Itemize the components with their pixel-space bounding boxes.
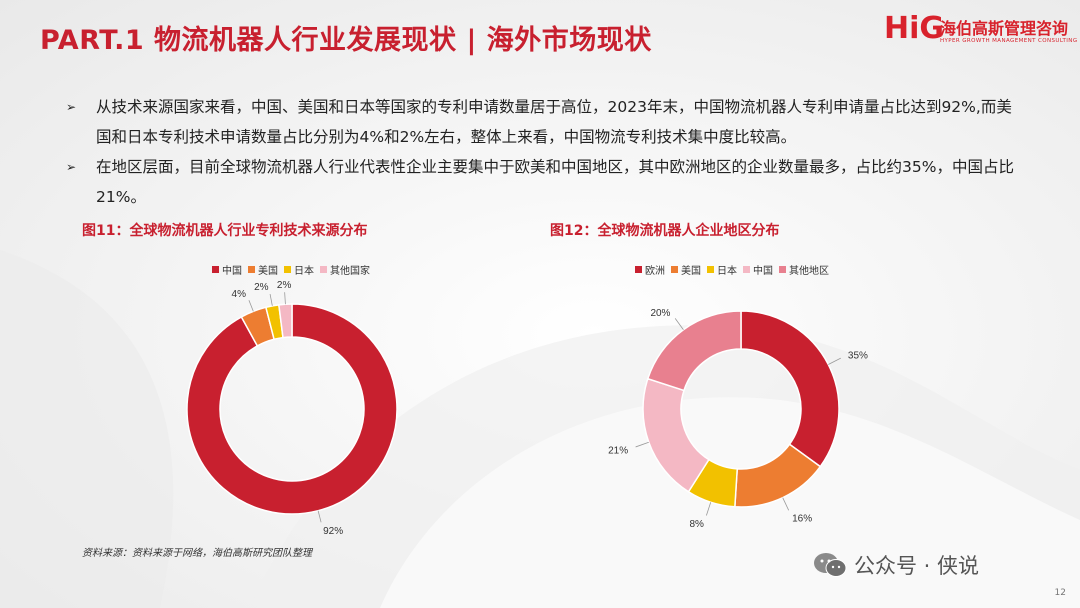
chart1-legend: 中国 美国 日本 其他国家 [212,262,370,277]
donut-slice [642,377,710,493]
bullet-text: 从技术来源国家来看，中国、美国和日本等国家的专利申请数量居于高位，2023年末，… [96,98,1012,146]
legend-swatch [212,266,219,273]
bullet-marker-icon: ➢ [66,160,77,174]
chart2-title: 图12：全球物流机器人企业地区分布 [550,223,780,239]
legend-label: 其他国家 [330,266,370,277]
page-title: PART.1 物流机器人行业发展现状 | 海外市场现状 [40,25,652,56]
legend-label: 欧洲 [645,266,665,277]
donut-slice [646,310,742,392]
donut-slice [740,310,840,468]
data-label: 4% [232,289,247,300]
data-label: 20% [650,308,670,319]
logo-name-cn: 海伯高斯管理咨询 [940,19,1069,38]
label-leader-line [317,510,322,523]
label-leader-line [284,292,286,305]
legend-label: 美国 [681,266,701,277]
legend-label: 美国 [258,266,278,277]
bullet-item: ➢ 从技术来源国家来看，中国、美国和日本等国家的专利申请数量居于高位，2023年… [66,92,1026,152]
chart1-title: 图11：全球物流机器人行业专利技术来源分布 [82,223,368,239]
bullet-text: 在地区层面，目前全球物流机器人行业代表性企业主要集中于欧美和中国地区，其中欧洲地… [96,158,1014,206]
donut-slice [278,303,293,339]
company-logo: HiG 海伯高斯管理咨询 HYPER GROWTH MANAGEMENT CON… [884,11,1077,52]
legend-swatch [635,266,642,273]
legend-swatch [779,266,786,273]
watermark-text: 公众号 · 侠说 [854,554,980,578]
legend-label: 日本 [717,266,737,277]
legend-swatch [320,266,327,273]
legend-item: 美国 [248,262,278,277]
data-label: 21% [608,446,628,457]
logo-name-en: HYPER GROWTH MANAGEMENT CONSULTING [940,38,1078,44]
donut-slice [186,303,398,515]
legend-item: 日本 [707,262,737,277]
legend-swatch [248,266,255,273]
source-note: 资料来源：资料来源于网络，海伯高斯研究团队整理 [82,548,312,559]
legend-label: 其他地区 [789,266,829,277]
label-leader-line [782,497,790,511]
legend-swatch [671,266,678,273]
legend-item: 其他地区 [779,262,829,277]
bullet-list: ➢ 从技术来源国家来看，中国、美国和日本等国家的专利申请数量居于高位，2023年… [66,92,1026,212]
bullet-item: ➢ 在地区层面，目前全球物流机器人行业代表性企业主要集中于欧美和中国地区，其中欧… [66,152,1026,212]
page-number: 12 [1054,588,1066,598]
data-label: 8% [689,519,704,530]
legend-label: 日本 [294,266,314,277]
watermark: 公众号 · 侠说 [812,550,979,580]
legend-label: 中国 [222,266,242,277]
label-leader-line [674,318,684,330]
label-leader-line [828,357,841,365]
wechat-icon [814,553,847,577]
data-label: 2% [254,282,269,293]
legend-swatch [743,266,750,273]
data-label: 2% [277,280,292,291]
data-label: 16% [792,514,812,525]
data-label: 92% [323,526,343,537]
legend-item: 欧洲 [635,262,665,277]
legend-item: 美国 [671,262,701,277]
label-leader-line [248,300,254,312]
legend-item: 其他国家 [320,262,370,277]
legend-item: 中国 [212,262,242,277]
legend-item: 中国 [743,262,773,277]
chart2-legend: 欧洲 美国 日本 中国 其他地区 [635,262,829,277]
logo-mark: HiG [884,11,945,46]
legend-item: 日本 [284,262,314,277]
legend-label: 中国 [753,266,773,277]
bullet-marker-icon: ➢ [66,100,77,114]
label-leader-line [269,293,273,306]
label-leader-line [635,441,649,448]
legend-swatch [284,266,291,273]
data-label: 35% [848,351,868,362]
legend-swatch [707,266,714,273]
label-leader-line [706,502,712,516]
